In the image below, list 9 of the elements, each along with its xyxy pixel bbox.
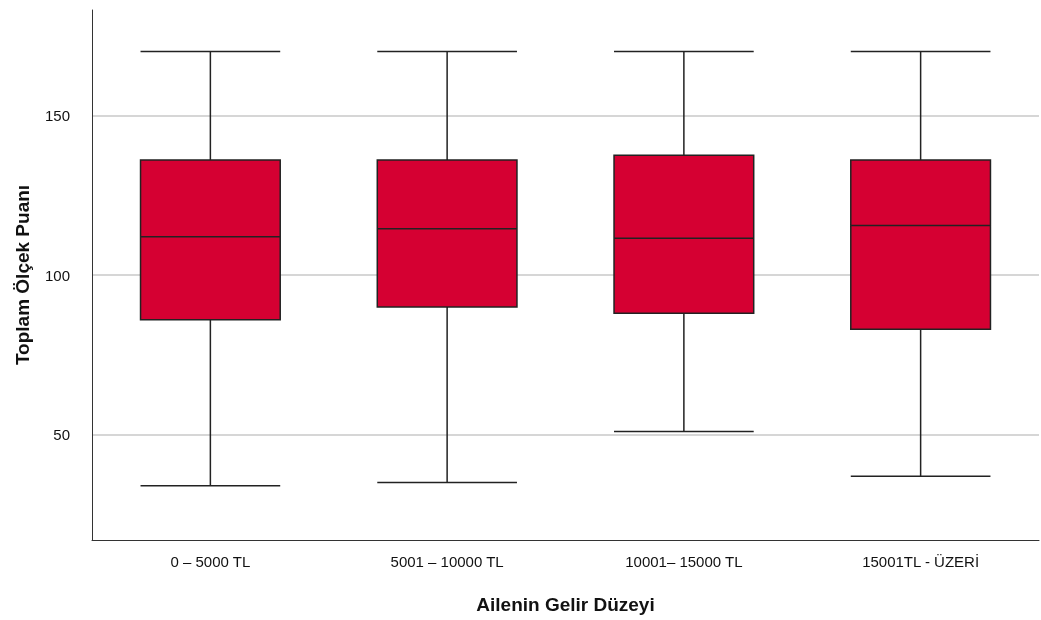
x-axis-title: Ailenin Gelir Düzeyi [476,594,655,615]
x-tick-label: 10001– 15000 TL [625,553,743,570]
y-tick-label: 50 [53,426,70,444]
x-tick-label: 0 – 5000 TL [170,553,251,570]
y-tick-label: 100 [44,266,70,284]
y-axis-title: Toplam Ölçek Puanı [12,184,33,366]
x-tick-label: 5001 – 10000 TL [390,553,504,570]
y-tick-label: 150 [44,106,70,124]
x-tick-label: 15001TL - ÜZERİ [862,553,980,570]
